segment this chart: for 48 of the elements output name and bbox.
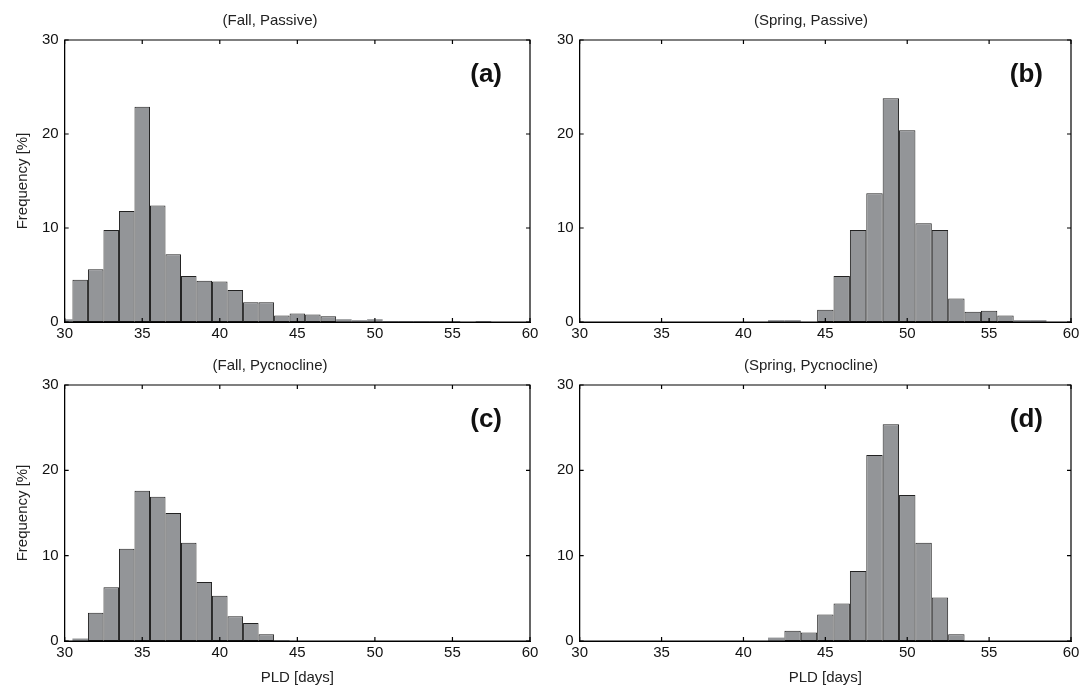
y-tick-label: 20 — [557, 460, 574, 478]
y-tick-label: 30 — [557, 375, 574, 393]
x-tick-label: 35 — [133, 643, 151, 661]
x-tick-label: 55 — [444, 643, 461, 661]
annotation: (d) — [1009, 403, 1043, 434]
x-axis-title: PLD [days] — [260, 668, 335, 686]
x-tick-label: 40 — [211, 643, 229, 661]
x-tick-label: 55 — [444, 324, 461, 342]
chart-title: (Spring, Passive) — [753, 11, 869, 29]
y-tick-label: 10 — [42, 218, 59, 236]
chart-title: (Fall, Passive) — [222, 11, 318, 29]
x-tick-label: 60 — [1062, 643, 1080, 661]
x-tick-label: 40 — [735, 324, 752, 342]
y-tick-label: 10 — [557, 545, 574, 563]
x-tick-label: 45 — [817, 643, 834, 661]
annotation: (b) — [1009, 58, 1043, 89]
x-tick-label: 35 — [133, 324, 151, 342]
y-tick-label: 10 — [42, 545, 59, 563]
x-tick-label: 60 — [521, 643, 539, 661]
x-tick-label: 60 — [521, 324, 539, 342]
x-tick-label: 50 — [366, 643, 384, 661]
y-axis-title: Frequency [%] — [13, 132, 31, 230]
y-tick-label: 10 — [557, 218, 574, 236]
x-tick-label: 45 — [289, 324, 306, 342]
x-tick-label: 50 — [366, 324, 384, 342]
x-tick-label: 45 — [289, 643, 306, 661]
x-tick-label: 40 — [735, 643, 752, 661]
chart-title: (Spring, Pycnocline) — [743, 356, 879, 374]
x-tick-label: 50 — [898, 643, 916, 661]
x-tick-label: 50 — [898, 324, 916, 342]
x-tick-label: 45 — [817, 324, 834, 342]
chart-title: (Fall, Pycnocline) — [212, 356, 328, 374]
y-tick-label: 30 — [42, 30, 59, 48]
x-tick-label: 55 — [980, 643, 998, 661]
x-axis-title: PLD [days] — [788, 668, 863, 686]
y-tick-label: 20 — [42, 460, 59, 478]
y-tick-label: 20 — [557, 124, 574, 142]
x-tick-label: 60 — [1062, 324, 1080, 342]
x-tick-label: 35 — [653, 324, 670, 342]
y-tick-label: 20 — [42, 124, 59, 142]
x-tick-label: 40 — [211, 324, 229, 342]
y-tick-label: 30 — [42, 375, 59, 393]
annotation: (c) — [470, 403, 502, 434]
y-tick-label: 30 — [557, 30, 574, 48]
x-tick-label: 35 — [653, 643, 670, 661]
annotation: (a) — [470, 58, 502, 89]
y-axis-title: Frequency [%] — [13, 464, 31, 562]
x-tick-label: 55 — [980, 324, 998, 342]
